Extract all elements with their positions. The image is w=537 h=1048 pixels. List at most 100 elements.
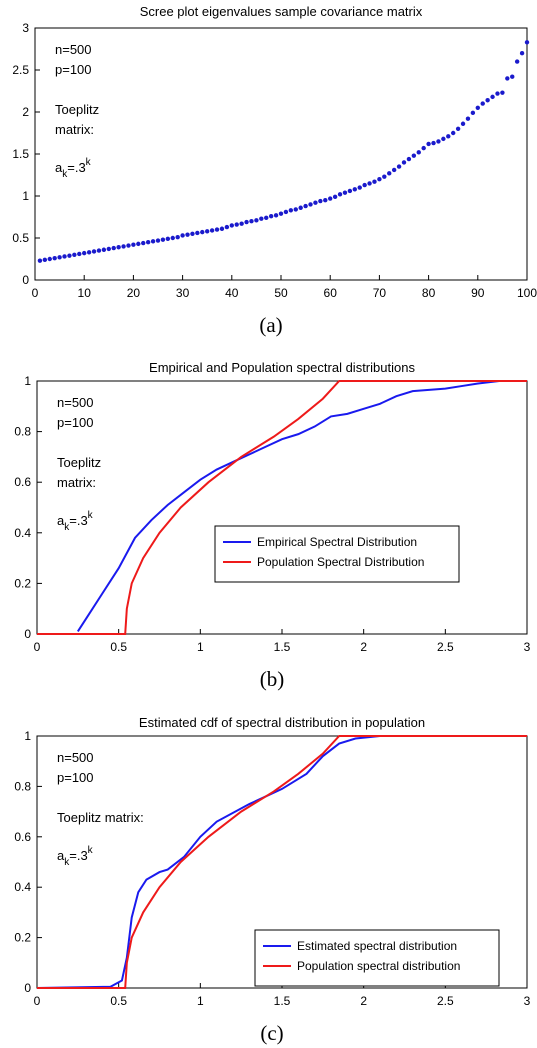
- y-tick-label: 0: [22, 273, 29, 287]
- y-tick-label: 0.6: [14, 475, 31, 489]
- point: [234, 222, 239, 227]
- caption: (a): [259, 313, 282, 337]
- y-tick-label: 0.2: [14, 576, 31, 590]
- point: [451, 130, 456, 136]
- formula-sub: k: [62, 169, 68, 180]
- point: [249, 219, 254, 224]
- x-tick-label: 2.5: [437, 994, 454, 1008]
- point: [155, 238, 161, 243]
- point: [510, 74, 515, 79]
- point: [357, 185, 362, 190]
- point: [52, 255, 57, 261]
- point: [421, 145, 426, 151]
- y-tick-label: 0.4: [14, 526, 31, 540]
- point: [505, 76, 510, 81]
- point: [254, 218, 259, 223]
- y-tick-label: 0.5: [12, 231, 29, 245]
- y-tick-label: 1.5: [12, 147, 29, 161]
- chart-title: Empirical and Population spectral distri…: [149, 360, 415, 375]
- point: [96, 248, 102, 253]
- formula-sub: k: [64, 522, 70, 533]
- point: [485, 98, 490, 103]
- point: [273, 213, 279, 218]
- formula-base: a: [57, 848, 65, 863]
- point: [495, 91, 500, 96]
- x-tick-label: 1: [197, 994, 204, 1008]
- annotation: matrix:: [57, 475, 96, 490]
- point: [441, 136, 446, 142]
- point: [72, 252, 77, 257]
- x-tick-label: 2: [360, 994, 367, 1008]
- point: [382, 174, 387, 179]
- y-tick-label: 3: [22, 21, 29, 35]
- y-tick-label: 2.5: [12, 63, 29, 77]
- point: [288, 208, 294, 213]
- point: [426, 141, 431, 147]
- point: [264, 215, 269, 221]
- x-tick-label: 2: [360, 640, 367, 654]
- point: [323, 198, 328, 203]
- formula-base: a: [55, 160, 63, 175]
- formula-sub: k: [64, 857, 70, 868]
- point: [431, 140, 436, 146]
- point: [150, 239, 156, 244]
- x-tick-label: 0.5: [110, 640, 127, 654]
- point: [214, 227, 220, 232]
- x-tick-label: 3: [524, 994, 531, 1008]
- x-tick-label: 1.5: [274, 994, 291, 1008]
- y-tick-label: 0.8: [14, 425, 31, 439]
- point: [318, 198, 323, 204]
- caption: (c): [260, 1021, 283, 1045]
- x-tick-label: 3: [524, 640, 531, 654]
- point: [136, 241, 141, 247]
- point: [313, 200, 318, 205]
- chart-title: Scree plot eigenvalues sample covariance…: [140, 4, 423, 19]
- legend-label: Empirical Spectral Distribution: [257, 535, 417, 549]
- formula-base: a: [57, 513, 65, 528]
- y-tick-label: 1: [24, 729, 31, 743]
- point: [387, 171, 392, 176]
- annotation: n=500: [57, 395, 94, 410]
- formula-sup: k: [88, 845, 94, 856]
- annotation: p=100: [55, 62, 92, 77]
- annotation: p=100: [57, 415, 94, 430]
- point: [367, 181, 372, 186]
- point: [141, 240, 146, 246]
- point: [514, 59, 520, 64]
- point: [244, 219, 249, 225]
- point: [475, 105, 480, 111]
- x-tick-label: 1.5: [274, 640, 291, 654]
- legend-label: Estimated spectral distribution: [297, 939, 457, 953]
- point: [396, 164, 402, 169]
- chart-title: Estimated cdf of spectral distribution i…: [139, 715, 425, 730]
- point: [332, 194, 338, 200]
- point: [145, 240, 151, 245]
- formula-eq: =.3: [67, 160, 85, 175]
- x-tick-label: 0: [34, 640, 41, 654]
- y-tick-label: 0: [24, 981, 31, 995]
- annotation: Toeplitz: [55, 102, 99, 117]
- legend-label: Population Spectral Distribution: [257, 555, 424, 569]
- x-tick-label: 30: [176, 286, 190, 300]
- point: [224, 224, 230, 230]
- line: [37, 380, 527, 635]
- point: [416, 150, 421, 155]
- point: [377, 177, 382, 182]
- x-tick-label: 2.5: [437, 640, 454, 654]
- line: [36, 735, 527, 989]
- point: [337, 192, 343, 197]
- x-tick-label: 20: [127, 286, 141, 300]
- formula-sup: k: [88, 510, 94, 521]
- point: [352, 187, 357, 192]
- point: [460, 121, 466, 126]
- point: [268, 213, 274, 219]
- point: [465, 116, 471, 121]
- point: [111, 245, 116, 251]
- point: [308, 202, 313, 207]
- point: [298, 205, 303, 210]
- formula-eq: =.3: [69, 848, 87, 863]
- point: [401, 160, 407, 165]
- point: [200, 229, 205, 235]
- y-tick-label: 0.8: [14, 779, 31, 793]
